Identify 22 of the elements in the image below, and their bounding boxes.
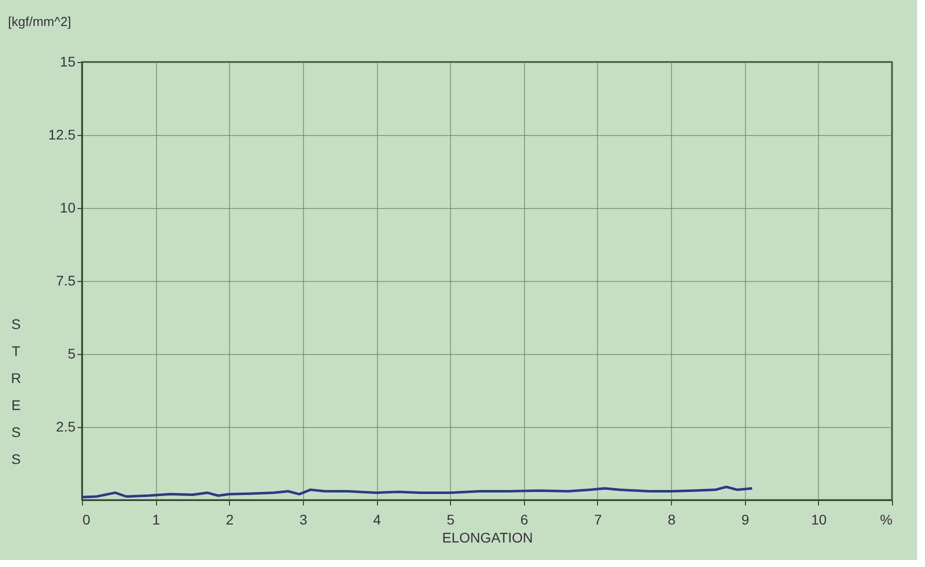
x-tick-label: 8 bbox=[668, 512, 676, 528]
y-axis-title: STRESS bbox=[10, 316, 22, 467]
y-tick-label: 10 bbox=[60, 200, 76, 216]
y-tick-label: 12.5 bbox=[48, 126, 76, 142]
x-tick-label: % bbox=[880, 512, 892, 528]
x-tick-label: 2 bbox=[226, 512, 234, 528]
y-tick-label: 7.5 bbox=[56, 272, 76, 288]
y-tick-label: 15 bbox=[60, 54, 76, 70]
x-tick-label: 0 bbox=[82, 512, 90, 528]
x-tick-label: 7 bbox=[594, 512, 602, 528]
text: [kgf/mm^2] bbox=[8, 14, 72, 29]
x-tick-label: 6 bbox=[520, 512, 528, 528]
x-tick-label: 9 bbox=[741, 512, 750, 528]
x-tick-label: 5 bbox=[446, 512, 455, 528]
x-tick-label: 10 bbox=[811, 512, 827, 528]
x-tick-label: 4 bbox=[373, 512, 382, 528]
x-axis-title: ELONGATION bbox=[442, 530, 533, 546]
x-tick-label: 1 bbox=[152, 512, 160, 528]
y-tick-label: 2.5 bbox=[56, 418, 76, 434]
line-series bbox=[80, 486, 754, 498]
y-tick-label: 5 bbox=[68, 346, 76, 362]
x-tick-label: 3 bbox=[300, 512, 308, 528]
